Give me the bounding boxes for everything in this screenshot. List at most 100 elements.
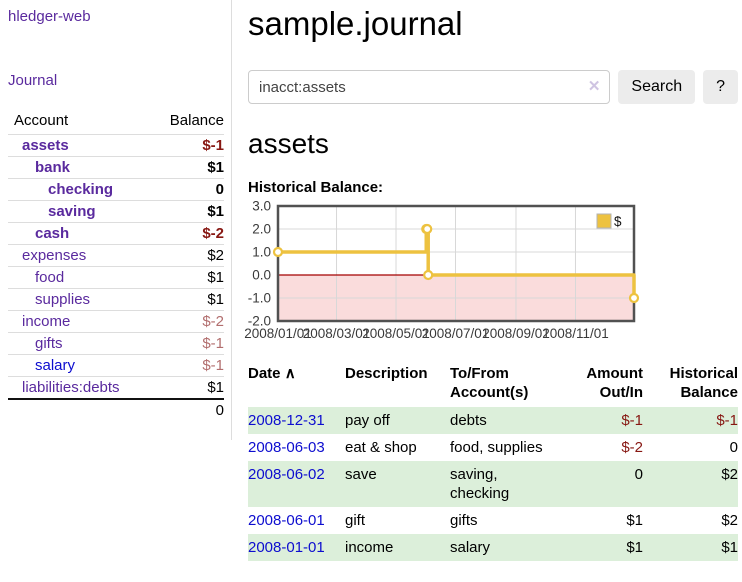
transaction-balance: $1 xyxy=(721,539,738,556)
account-link[interactable]: salary xyxy=(35,357,76,374)
account-row: supplies $1 xyxy=(8,288,224,311)
account-balance: 0 xyxy=(153,178,224,201)
transaction-description: pay off xyxy=(345,412,390,429)
journal-link[interactable]: Journal xyxy=(8,72,58,89)
account-row: cash $-2 xyxy=(8,222,224,245)
account-link[interactable]: cash xyxy=(35,225,70,242)
x-axis-tick-label: 2008/07/01 xyxy=(422,326,490,341)
account-row: income $-2 xyxy=(8,310,224,333)
y-axis-tick-label: 3.0 xyxy=(252,199,271,214)
account-balance: $-1 xyxy=(153,354,224,377)
transaction-accounts: debts xyxy=(450,412,487,429)
account-link[interactable]: income xyxy=(22,313,71,330)
account-row: gifts $-1 xyxy=(8,332,224,355)
account-link[interactable]: assets xyxy=(22,137,69,154)
accounts-total-value: 0 xyxy=(153,398,224,421)
register-header-date[interactable]: Date ∧ xyxy=(248,365,296,382)
account-balance: $1 xyxy=(153,156,224,179)
account-balance: $1 xyxy=(153,288,224,311)
page-title: sample.journal xyxy=(248,5,463,42)
transaction-amount: $1 xyxy=(626,512,643,529)
accounts-total-row: 0 xyxy=(8,398,224,421)
account-link[interactable]: bank xyxy=(35,159,71,176)
account-link[interactable]: food xyxy=(35,269,65,286)
transaction-balance: 0 xyxy=(729,439,738,456)
register-row: 2008-06-01 gift gifts $1 $2 xyxy=(248,507,738,534)
transaction-amount: $-1 xyxy=(621,412,643,429)
chart-svg: $3.0 2.0 1.0 0.0 -1.0 -2.02008/01/012008/03/0… xyxy=(244,199,640,341)
account-balance: $-1 xyxy=(153,332,224,355)
account-row: food $1 xyxy=(8,266,224,289)
sidebar: hledger-web Journal Account Balance asse… xyxy=(0,0,232,440)
transaction-accounts: salary xyxy=(450,539,491,556)
account-balance: $1 xyxy=(153,266,224,289)
search-input[interactable] xyxy=(248,70,611,104)
transaction-date-link[interactable]: 2008-06-01 xyxy=(248,512,325,529)
transaction-amount: 0 xyxy=(634,466,643,483)
transaction-description: gift xyxy=(345,512,366,529)
app-title-link[interactable]: hledger-web xyxy=(8,8,91,25)
register-row: 2008-12-31 pay off debts $-1 $-1 xyxy=(248,407,738,434)
transaction-date-link[interactable]: 2008-06-02 xyxy=(248,466,325,483)
account-link[interactable]: supplies xyxy=(35,291,91,308)
account-row: salary $-1 xyxy=(8,354,224,377)
transaction-date-link[interactable]: 2008-12-31 xyxy=(248,412,325,429)
svg-text:$: $ xyxy=(614,214,622,229)
search-bar: ✕ Search ? xyxy=(248,70,738,104)
sort-ascending-icon: ∧ xyxy=(284,365,296,382)
x-axis-tick-label: 2008/09/01 xyxy=(482,326,550,341)
register-row: 2008-01-01 income salary $1 $1 xyxy=(248,534,738,561)
transaction-accounts: gifts xyxy=(450,512,478,529)
account-balance: $1 xyxy=(153,376,224,399)
account-row: liabilities:debts $1 xyxy=(8,376,224,399)
transaction-amount: $1 xyxy=(626,539,643,556)
account-link[interactable]: expenses xyxy=(22,247,87,264)
transaction-description: eat & shop xyxy=(345,439,417,456)
y-axis-tick-label: -2.0 xyxy=(248,314,271,329)
account-balance: $1 xyxy=(153,200,224,223)
account-balance: $-2 xyxy=(153,222,224,245)
account-heading: assets xyxy=(248,128,329,159)
transaction-accounts: saving, checking xyxy=(450,466,510,502)
account-link[interactable]: liabilities:debts xyxy=(22,379,120,396)
help-button[interactable]: ? xyxy=(703,70,738,104)
transaction-date-link[interactable]: 2008-01-01 xyxy=(248,539,325,556)
account-balance: $-1 xyxy=(153,134,224,157)
account-row: bank $1 xyxy=(8,156,224,179)
search-button[interactable]: Search xyxy=(618,70,696,104)
x-axis-tick-label: 2008/03/01 xyxy=(303,326,371,341)
register-header-accounts: To/From Account(s) xyxy=(450,365,529,401)
x-axis-tick-label: 2008/11/01 xyxy=(542,326,609,341)
account-balance: $2 xyxy=(153,244,224,267)
search-box: ✕ xyxy=(248,70,611,104)
accounts-header-balance: Balance xyxy=(169,112,224,129)
account-row: expenses $2 xyxy=(8,244,224,267)
account-link[interactable]: gifts xyxy=(35,335,63,352)
accounts-header-account: Account xyxy=(14,112,69,129)
register-header-balance: Historical Balance xyxy=(669,365,738,401)
register-header-amount: Amount Out/In xyxy=(586,365,643,401)
clear-search-icon[interactable]: ✕ xyxy=(587,78,601,95)
x-axis-tick-label: 2008/01/01 xyxy=(244,326,312,341)
register-table: Date ∧ Description To/From Account(s) Am… xyxy=(248,360,738,561)
account-row: assets $-1 xyxy=(8,134,224,157)
y-axis-tick-label: 1.0 xyxy=(252,245,271,260)
transaction-amount: $-2 xyxy=(621,439,643,456)
account-row: checking 0 xyxy=(8,178,224,201)
chart-label: Historical Balance: xyxy=(248,179,384,196)
register-row: 2008-06-03 eat & shop food, supplies $-2 0 xyxy=(248,434,738,461)
account-link[interactable]: saving xyxy=(48,203,96,220)
register-row: 2008-06-02 save saving, checking 0 $2 xyxy=(248,461,738,507)
register-header-row: Date ∧ Description To/From Account(s) Am… xyxy=(248,360,738,407)
transaction-accounts: food, supplies xyxy=(450,439,543,456)
historical-balance-chart: $3.0 2.0 1.0 0.0 -1.0 -2.0 2008/01/01 2008/03/0… xyxy=(244,199,738,345)
y-axis-tick-label: 2.0 xyxy=(252,222,271,237)
transaction-balance: $-1 xyxy=(716,412,738,429)
y-axis-tick-label: -1.0 xyxy=(248,291,271,306)
transaction-balance: $2 xyxy=(721,466,738,483)
transaction-balance: $2 xyxy=(721,512,738,529)
transaction-date-link[interactable]: 2008-06-03 xyxy=(248,439,325,456)
y-axis-tick-label: 0.0 xyxy=(252,268,271,283)
main-content: sample.journal ✕ Search ? assets Histori… xyxy=(244,0,738,561)
account-link[interactable]: checking xyxy=(48,181,114,198)
